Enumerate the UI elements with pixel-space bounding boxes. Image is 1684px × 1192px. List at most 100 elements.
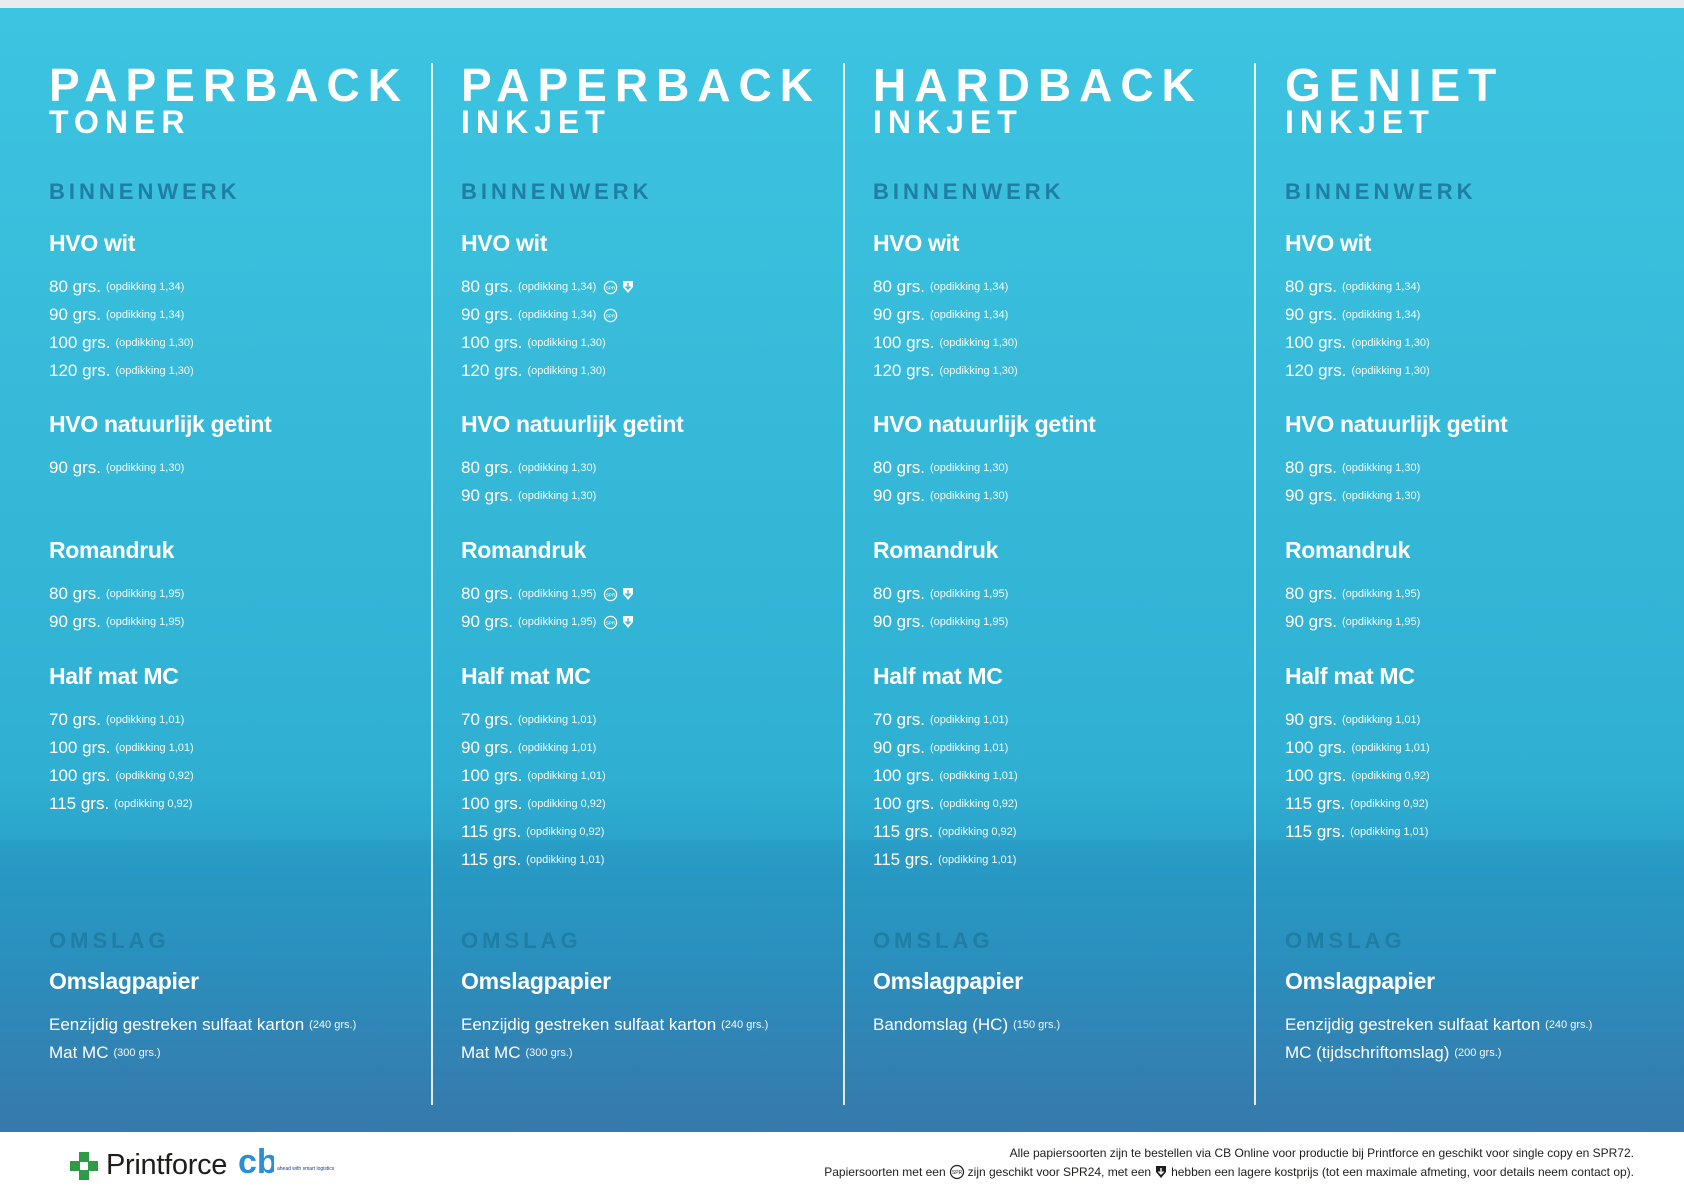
paper-option-row: 70 grs. (opdikking 1,01) bbox=[49, 706, 194, 734]
footer-note-line1: Alle papiersoorten zijn te bestellen via… bbox=[1010, 1146, 1634, 1160]
paper-thickness: (opdikking 1,01) bbox=[1350, 826, 1429, 838]
paper-thickness: (opdikking 0,92) bbox=[1350, 798, 1429, 810]
paper-thickness: (opdikking 1,30) bbox=[517, 462, 597, 474]
paper-thickness: (opdikking 1,34) bbox=[929, 309, 1009, 321]
svg-text:SPR: SPR bbox=[606, 592, 616, 597]
omslag-option-row: Eenzijdig gestreken sulfaat karton (240 g… bbox=[1285, 1011, 1592, 1039]
omslag-paper-weight: (150 grs.) bbox=[1013, 1019, 1061, 1031]
paper-thickness: (opdikking 1,30) bbox=[527, 365, 606, 377]
omslag-title: Omslagpapier bbox=[1285, 968, 1435, 994]
paper-weight: 90 grs. bbox=[1285, 305, 1337, 324]
paper-group: Romandruk 80 grs. (opdikking 1,95) 90 grs. (… bbox=[1285, 539, 1420, 636]
paper-thickness: (opdikking 1,30) bbox=[939, 337, 1018, 349]
paper-thickness: (opdikking 1,95) bbox=[517, 616, 597, 628]
paper-option-row: 90 grs. (opdikking 1,95) bbox=[1285, 608, 1420, 636]
paper-weight: 90 grs. bbox=[873, 612, 925, 631]
paper-group: Half mat MC 90 grs. (opdikking 1,01) 100 gr… bbox=[1285, 665, 1430, 846]
binnenwerk-heading: BINNENWERK bbox=[873, 179, 1065, 204]
paper-thickness: (opdikking 1,34) bbox=[1341, 309, 1421, 321]
footer: Printforce cb ahead with smart logistics… bbox=[0, 1132, 1684, 1192]
paper-group-title: HVO wit bbox=[1285, 230, 1372, 256]
paper-group: HVO natuurlijk getint 90 grs. (opdikking 1… bbox=[49, 413, 272, 482]
paper-group-title: HVO wit bbox=[873, 230, 960, 256]
omslag-option-row: Bandomslag (HC) (150 grs.) bbox=[873, 1011, 1060, 1039]
paper-option-row: 90 grs. (opdikking 1,01) bbox=[461, 734, 606, 762]
omslag-paper-name: Eenzijdig gestreken sulfaat karton bbox=[461, 1015, 717, 1034]
paper-weight: 90 grs. bbox=[49, 612, 101, 631]
paper-weight: 100 grs. bbox=[461, 794, 523, 813]
paper-weight: 80 grs. bbox=[873, 458, 925, 477]
paper-option-row: 100 grs. (opdikking 1,01) bbox=[49, 734, 194, 762]
omslag-option-row: Mat MC (300 grs.) bbox=[461, 1039, 768, 1067]
paper-group-title: Half mat MC bbox=[461, 663, 591, 689]
paper-weight: 80 grs. bbox=[873, 584, 925, 603]
paper-weight: 90 grs. bbox=[49, 305, 101, 324]
paper-thickness: (opdikking 1,34) bbox=[105, 309, 185, 321]
paper-group-title: HVO natuurlijk getint bbox=[873, 411, 1096, 437]
paper-thickness: (opdikking 1,30) bbox=[929, 490, 1009, 502]
paper-weight: 115 grs. bbox=[49, 794, 110, 813]
paper-column: PAPERBACK TONER BINNENWERK HVO wit 80 grs. (o… bbox=[49, 8, 419, 1132]
cb-logo: cb ahead with smart logistics bbox=[238, 1146, 334, 1176]
footer-note-line2: Papiersoorten met een SPR zijn geschikt … bbox=[824, 1164, 1634, 1180]
paper-thickness: (opdikking 0,92) bbox=[1351, 770, 1430, 782]
paper-option-row: 90 grs. (opdikking 1,30) bbox=[49, 454, 271, 482]
omslag-paper-name: Mat MC bbox=[461, 1043, 521, 1062]
paper-thickness: (opdikking 1,01) bbox=[939, 770, 1018, 782]
paper-weight: 100 grs. bbox=[461, 333, 523, 352]
omslag-heading: OMSLAG bbox=[1285, 928, 1406, 953]
paper-weight: 80 grs. bbox=[1285, 584, 1337, 603]
cb-logo-glyph: cb bbox=[238, 1146, 274, 1176]
paper-weight: 70 grs. bbox=[461, 710, 513, 729]
paper-thickness: (opdikking 1,95) bbox=[105, 616, 185, 628]
paper-thickness: (opdikking 1,01) bbox=[1341, 714, 1421, 726]
paper-thickness: (opdikking 0,92) bbox=[526, 826, 605, 838]
binnenwerk-heading: BINNENWERK bbox=[461, 179, 653, 204]
paper-group: HVO natuurlijk getint 80 grs. (opdikking 1… bbox=[461, 413, 684, 510]
paper-option-row: 80 grs. (opdikking 1,34) SPR bbox=[461, 273, 634, 301]
paper-weight: 100 grs. bbox=[49, 333, 111, 352]
paper-weight: 100 grs. bbox=[1285, 333, 1347, 352]
paper-weight: 80 grs. bbox=[873, 277, 925, 296]
column-divider bbox=[843, 63, 845, 1105]
footer-note-text2a: Papiersoorten met een bbox=[824, 1165, 946, 1179]
paper-thickness: (opdikking 1,01) bbox=[929, 742, 1009, 754]
paper-option-row: 90 grs. (opdikking 1,34) bbox=[1285, 301, 1430, 329]
paper-option-row: 70 grs. (opdikking 1,01) bbox=[873, 706, 1018, 734]
svg-text:SPR: SPR bbox=[952, 1170, 963, 1176]
paper-group-title: Romandruk bbox=[49, 537, 175, 563]
paper-group: Romandruk 80 grs. (opdikking 1,95) SPR 90 gr… bbox=[461, 539, 634, 636]
paper-group: HVO wit 80 grs. (opdikking 1,34) 90 grs. (op… bbox=[49, 232, 194, 385]
paper-thickness: (opdikking 1,01) bbox=[517, 742, 597, 754]
paper-option-row: 100 grs. (opdikking 0,92) bbox=[461, 790, 606, 818]
paper-thickness: (opdikking 1,01) bbox=[526, 854, 605, 866]
paper-thickness: (opdikking 1,30) bbox=[1351, 365, 1430, 377]
paper-weight: 120 grs. bbox=[49, 361, 111, 380]
paper-weight: 100 grs. bbox=[873, 333, 935, 352]
binnenwerk-heading: BINNENWERK bbox=[1285, 179, 1477, 204]
paper-thickness: (opdikking 0,92) bbox=[938, 826, 1017, 838]
paper-option-row: 80 grs. (opdikking 1,30) bbox=[461, 454, 683, 482]
paper-option-row: 80 grs. (opdikking 1,34) bbox=[49, 273, 194, 301]
paper-weight: 80 grs. bbox=[49, 584, 101, 603]
paper-thickness: (opdikking 0,92) bbox=[527, 798, 606, 810]
column-divider bbox=[1254, 63, 1256, 1105]
paper-group-title: Half mat MC bbox=[873, 663, 1003, 689]
omslag-paper-weight: (200 grs.) bbox=[1454, 1047, 1502, 1059]
paper-group: Romandruk 80 grs. (opdikking 1,95) 90 grs. (… bbox=[49, 539, 184, 636]
paper-weight: 120 grs. bbox=[1285, 361, 1347, 380]
omslag-paper-name: Eenzijdig gestreken sulfaat karton bbox=[49, 1015, 305, 1034]
paper-option-row: 80 grs. (opdikking 1,95) SPR bbox=[461, 580, 634, 608]
paper-option-row: 120 grs. (opdikking 1,30) bbox=[49, 357, 194, 385]
spr24-circle-icon: SPR bbox=[603, 587, 618, 602]
paper-weight: 80 grs. bbox=[49, 277, 101, 296]
paper-thickness: (opdikking 1,34) bbox=[1341, 281, 1421, 293]
paper-option-row: 115 grs. (opdikking 0,92) bbox=[461, 818, 606, 846]
omslag-group: Omslagpapier Eenzijdig gestreken sulfaat … bbox=[461, 970, 768, 1067]
svg-text:SPR: SPR bbox=[606, 285, 616, 290]
paper-option-row: 100 grs. (opdikking 0,92) bbox=[1285, 762, 1430, 790]
paper-weight: 115 grs. bbox=[461, 850, 522, 869]
omslag-paper-name: MC (tijdschriftomslag) bbox=[1285, 1043, 1450, 1062]
paper-weight: 90 grs. bbox=[461, 738, 513, 757]
paper-column: HARDBACK INKJET BINNENWERK HVO wit 80 grs. (o… bbox=[873, 8, 1243, 1132]
